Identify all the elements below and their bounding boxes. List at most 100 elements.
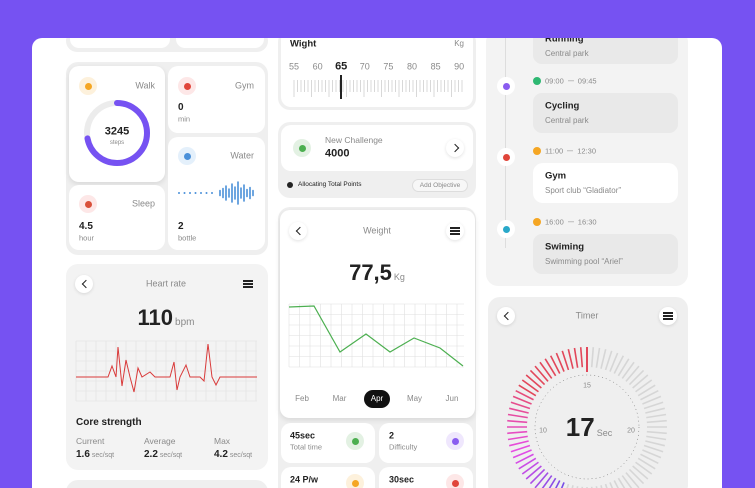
- back-button[interactable]: [497, 307, 515, 325]
- event-card: [533, 93, 678, 133]
- scale-mark: 55: [288, 61, 300, 72]
- stat-number: 4.2: [214, 449, 228, 460]
- stat-value: 1.6 sec/sqt: [76, 450, 114, 460]
- dashboard: Walk 3245 steps Gym 0 min Water 2 bottle Sleep 4.5…: [32, 38, 722, 488]
- stat-label: Difficulty: [389, 442, 418, 452]
- scale-mark: 90: [454, 61, 465, 72]
- challenge-value: 4000: [325, 147, 350, 160]
- section-title: Core strength: [76, 417, 142, 428]
- timer-scale: 15: [583, 382, 591, 390]
- timeline-icon-glyph: [502, 225, 510, 233]
- stat-icon-glyph: [451, 479, 459, 487]
- event-place: Swimming pool “Ariel”: [545, 257, 623, 266]
- menu-line: [243, 280, 253, 282]
- water-value: 2: [178, 221, 184, 232]
- stat-icon-glyph: [451, 437, 459, 445]
- event-time: 11:00 12:30: [545, 147, 596, 155]
- scale-pointer: [340, 75, 342, 99]
- bpm-value: 110: [137, 305, 174, 330]
- stat-value: 4.2 sec/sqt: [214, 450, 252, 460]
- weight-unit: Kg: [393, 272, 405, 282]
- stat-value: 2.2 sec/sqt: [144, 450, 182, 460]
- weight-number: 77,5: [349, 260, 392, 285]
- timer-unit: Sec: [596, 428, 613, 438]
- stat-label: Max: [214, 435, 231, 446]
- walk-icon-glyph: [84, 82, 92, 90]
- event-time: 16:00 16:30: [545, 218, 597, 226]
- stat-label: Current: [76, 435, 105, 446]
- gym-value: 0: [178, 102, 184, 113]
- event-title: Cycling: [545, 100, 580, 112]
- stat-unit: sec/sqt: [159, 452, 183, 459]
- stat-value: 45sec: [290, 430, 316, 441]
- event-place: Central park: [545, 49, 589, 58]
- timer-scale: 20: [627, 427, 635, 435]
- weight-value: 77,5 Kg: [349, 262, 405, 284]
- timeline: [505, 38, 506, 248]
- gym-unit: min: [178, 114, 191, 124]
- stat-label: Total time: [290, 442, 323, 452]
- heart-title: Heart rate: [145, 278, 187, 289]
- water-label: Water: [230, 150, 254, 161]
- bpm-unit: bpm: [175, 317, 195, 328]
- time-separator: [567, 221, 574, 223]
- event-card: [533, 38, 678, 64]
- month-label: Feb: [295, 394, 309, 403]
- back-button[interactable]: [289, 222, 307, 240]
- timeline-icon-glyph: [502, 153, 510, 161]
- challenge-title: New Challenge: [325, 134, 383, 145]
- menu-line: [450, 230, 460, 232]
- event-card: [533, 163, 678, 203]
- time-dot: [533, 218, 541, 226]
- weight-title: Weight: [363, 225, 391, 236]
- sleep-icon-glyph: [84, 200, 92, 208]
- stat-label: Average: [144, 435, 176, 446]
- scale-title: Wight: [290, 38, 317, 50]
- month-label: May: [406, 394, 423, 403]
- card-group: [66, 480, 268, 488]
- next-button[interactable]: [446, 139, 464, 157]
- menu-line: [663, 318, 673, 320]
- timeline-icon-glyph: [502, 82, 510, 90]
- stat-value: 2: [389, 430, 395, 441]
- timer-card: [488, 297, 688, 488]
- month-label: Mar: [332, 394, 347, 403]
- menu-line: [663, 312, 673, 314]
- scale-mark: 65: [335, 60, 348, 73]
- card: [70, 38, 170, 48]
- scale-mark: 70: [359, 61, 370, 72]
- stat-value: 30sec: [389, 474, 415, 485]
- time-separator: [567, 80, 574, 82]
- sleep-label: Sleep: [131, 198, 155, 209]
- stat-number: 1.6: [76, 449, 90, 460]
- scale-unit: Kg: [454, 39, 464, 48]
- end-time: 16:30: [577, 217, 597, 227]
- add-objective-button[interactable]: [412, 179, 468, 192]
- month-selected[interactable]: [364, 390, 390, 408]
- month-label: Jun: [445, 394, 459, 403]
- end-time: 12:30: [577, 146, 596, 156]
- timer-title: Timer: [575, 310, 599, 321]
- weight-card: [280, 210, 475, 418]
- menu-line: [450, 227, 460, 229]
- sleep-value: 4.5: [79, 221, 93, 232]
- menu-line: [450, 233, 460, 235]
- add-objective-label: Add Objective: [419, 181, 461, 189]
- time-dot: [533, 147, 541, 155]
- end-time: 09:45: [577, 76, 597, 86]
- month-label: Apr: [370, 394, 384, 403]
- time-dot: [533, 77, 541, 85]
- scale-inner: [281, 38, 473, 107]
- start-time: 09:00: [545, 76, 564, 86]
- walk-label: Walk: [135, 80, 155, 91]
- stat-unit: sec/sqt: [91, 452, 115, 459]
- scale-mark: 75: [383, 61, 394, 72]
- scale-mark: 60: [312, 61, 323, 72]
- water-unit: bottle: [178, 233, 197, 243]
- back-button[interactable]: [75, 275, 93, 293]
- timer-value: 17 Sec: [566, 414, 612, 440]
- heart-value: 110 bpm: [138, 307, 195, 329]
- gym-icon-glyph: [183, 82, 191, 90]
- menu-line: [663, 315, 673, 317]
